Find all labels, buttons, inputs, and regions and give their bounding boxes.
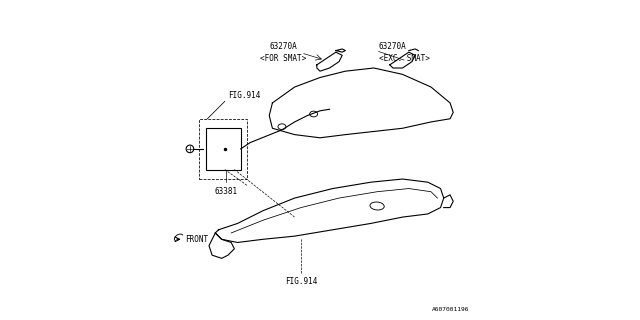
Text: 63381: 63381 [215, 187, 238, 196]
Text: <FOR SMAT>: <FOR SMAT> [260, 54, 307, 63]
Text: FIG.914: FIG.914 [228, 91, 260, 100]
Text: FRONT: FRONT [185, 235, 208, 244]
Text: FIG.914: FIG.914 [285, 277, 317, 286]
Text: <EXC. SMAT>: <EXC. SMAT> [379, 54, 429, 63]
Text: 63270A: 63270A [269, 42, 298, 51]
Text: A607001196: A607001196 [431, 307, 469, 312]
Text: 63270A: 63270A [379, 42, 406, 51]
